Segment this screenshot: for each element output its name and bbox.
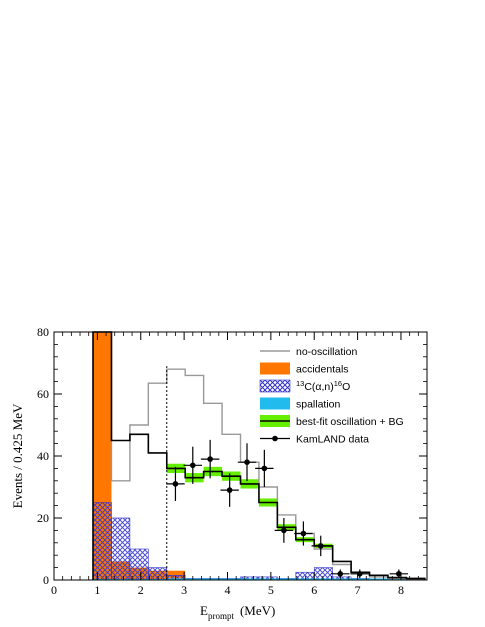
legend-label: no-oscillation <box>296 346 357 358</box>
data-point <box>226 487 233 493</box>
legend: no-oscillationaccidentals13C(α,n)16Ospal… <box>259 346 404 446</box>
legend-label-part: C(α,n) <box>304 381 333 393</box>
legend-symbol-c13 <box>259 379 291 393</box>
x-tick-label: 2 <box>138 583 144 597</box>
legend-symbol-data-point <box>272 435 278 442</box>
spallation-bar <box>351 578 370 580</box>
data-points-layer <box>166 439 409 579</box>
data-point <box>189 462 196 469</box>
legend-label-part: 13 <box>296 379 304 388</box>
data-point <box>337 571 344 577</box>
x-axis-label-main: E <box>200 603 208 618</box>
legend-label: KamLAND data <box>296 434 369 446</box>
c13-alpha-n-bar <box>129 548 149 581</box>
c13-alpha-n-bar <box>111 517 131 581</box>
legend-label: 13C(α,n)16O <box>296 379 350 393</box>
legend-label: accidentals <box>296 364 349 376</box>
y-tick-label: 80 <box>37 325 49 339</box>
fill-layer <box>92 332 426 581</box>
spallation-bar <box>314 578 333 580</box>
spallation-bar <box>240 578 259 580</box>
spallation-bar <box>369 578 388 580</box>
x-tick-label: 6 <box>311 583 317 597</box>
x-tick-label: 4 <box>224 583 230 597</box>
x-tick-label: 7 <box>355 583 361 597</box>
data-point <box>261 465 268 472</box>
data-point <box>356 571 363 577</box>
spallation-bar <box>387 578 407 580</box>
x-tick-label: 8 <box>398 583 404 597</box>
x-tick-label: 0 <box>51 583 57 597</box>
best-fit-line <box>92 331 426 580</box>
data-point <box>244 459 250 466</box>
spallation-bar <box>203 578 223 580</box>
spallation-bar <box>185 578 204 580</box>
y-tick-label: 20 <box>37 511 49 525</box>
c13-alpha-n-bar <box>148 567 168 581</box>
x-tick-label: 3 <box>181 583 187 597</box>
line-layer <box>92 331 426 580</box>
x-axis-label-unit: (MeV) <box>240 603 275 618</box>
data-point <box>396 571 402 577</box>
no-oscillation-line <box>92 331 426 580</box>
x-axis-label-sub: prompt <box>208 611 234 621</box>
spallation-bar <box>166 578 186 580</box>
data-point <box>207 456 213 462</box>
legend-symbol-spallation <box>260 397 290 410</box>
y-tick-label: 60 <box>37 387 49 401</box>
data-point <box>281 527 287 534</box>
y-axis-label: Events / 0.425 MeV <box>10 403 25 508</box>
data-point <box>300 530 307 537</box>
legend-label: best-fit oscillation + BG <box>296 416 404 428</box>
legend-symbol-accidentals <box>260 362 290 375</box>
legend-label-part: O <box>342 381 350 393</box>
c13-alpha-n-bar <box>92 502 112 581</box>
spallation-bar <box>222 578 241 580</box>
y-tick-label: 40 <box>37 449 49 463</box>
legend-label: spallation <box>296 399 341 411</box>
spallation-bar <box>258 578 278 580</box>
spallation-bar <box>277 578 296 580</box>
c13-alpha-n-bar <box>313 567 333 581</box>
spallation-bar <box>295 578 315 580</box>
data-point <box>172 481 179 487</box>
y-tick-label: 0 <box>43 573 49 587</box>
spallation-bar <box>332 578 352 580</box>
x-tick-label: 5 <box>268 583 274 597</box>
data-point <box>317 543 324 549</box>
x-tick-label: 1 <box>94 583 100 597</box>
x-axis-label: Eprompt (MeV) <box>200 603 275 621</box>
legend-label-part: 16 <box>334 379 342 388</box>
